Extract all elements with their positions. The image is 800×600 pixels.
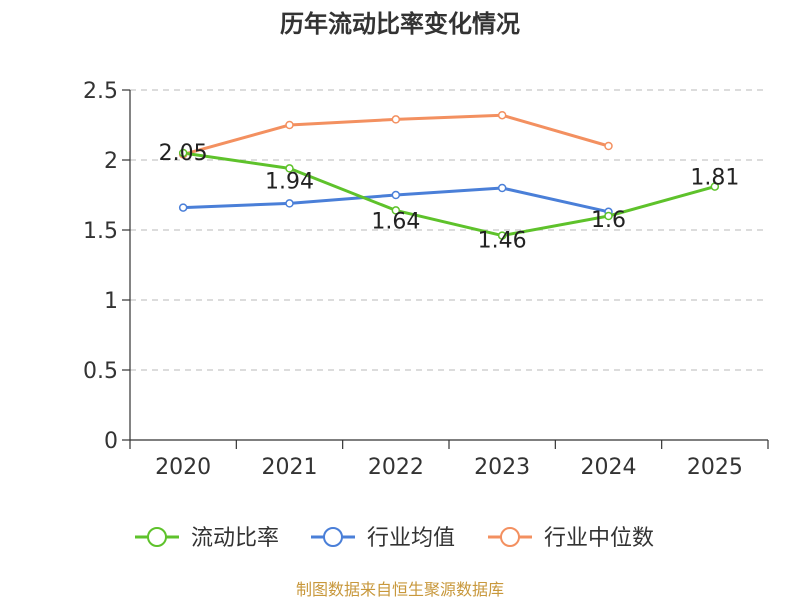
point-2-2024 [604, 141, 613, 151]
axes: 0 0.5 1 1.5 2 2.5 2020 2021 2022 2023 2024 2025 [83, 79, 769, 480]
point-1-2023 [497, 183, 507, 193]
legend-marker-0 [147, 527, 167, 547]
y-tick-label-2: 1 [104, 289, 118, 314]
data-label-2024: 1.6 [591, 208, 626, 233]
point-2-2021 [285, 120, 294, 130]
x-tick-label-2025: 2025 [687, 455, 743, 480]
legend-label-1: 行业均值 [367, 526, 455, 551]
series-lines [182, 113, 716, 238]
x-tick-label-2024: 2024 [581, 455, 637, 480]
data-label-2025: 1.81 [690, 166, 739, 191]
x-tick-label-2020: 2020 [155, 455, 211, 480]
y-tick-label-5: 2.5 [83, 79, 118, 104]
data-label-2021: 1.94 [265, 169, 314, 194]
data-label-2022: 1.64 [371, 209, 420, 234]
point-0-2022 [391, 206, 401, 215]
point-2-2023 [497, 110, 507, 120]
series-line-0 [182, 151, 716, 238]
point-1-2021 [285, 199, 294, 208]
data-points [178, 110, 720, 240]
grid-lines [130, 89, 768, 371]
legend-label-0: 流动比率 [191, 526, 279, 551]
point-0-2021 [285, 164, 294, 173]
legend: 流动比率 行业均值 行业中位数 [135, 526, 654, 551]
source-note: 制图数据来自恒生聚源数据库 [296, 580, 504, 599]
legend-marker-1 [323, 527, 343, 547]
point-0-2025 [710, 182, 720, 191]
point-0-2020 [178, 148, 188, 158]
chart-title: 历年流动比率变化情况 [280, 10, 520, 38]
point-2-2022 [391, 115, 401, 124]
x-tick-label-2022: 2022 [368, 455, 424, 480]
x-tick-label-2023: 2023 [474, 455, 530, 480]
point-1-2022 [391, 190, 401, 200]
point-1-2020 [178, 203, 188, 212]
y-tick-label-0: 0 [104, 429, 118, 454]
y-tick-label-3: 1.5 [83, 219, 118, 244]
legend-marker-2 [500, 527, 520, 547]
data-labels: 2.05 1.94 1.64 1.46 1.6 1.81 [159, 141, 740, 254]
data-label-2020: 2.05 [159, 141, 208, 166]
data-label-2023: 1.46 [478, 229, 527, 254]
point-0-2024 [604, 211, 613, 221]
y-tick-label-1: 0.5 [83, 359, 118, 384]
legend-label-2: 行业中位数 [544, 526, 654, 551]
x-tick-label-2021: 2021 [262, 455, 318, 480]
y-tick-label-4: 2 [104, 149, 118, 174]
point-0-2023 [497, 231, 507, 240]
